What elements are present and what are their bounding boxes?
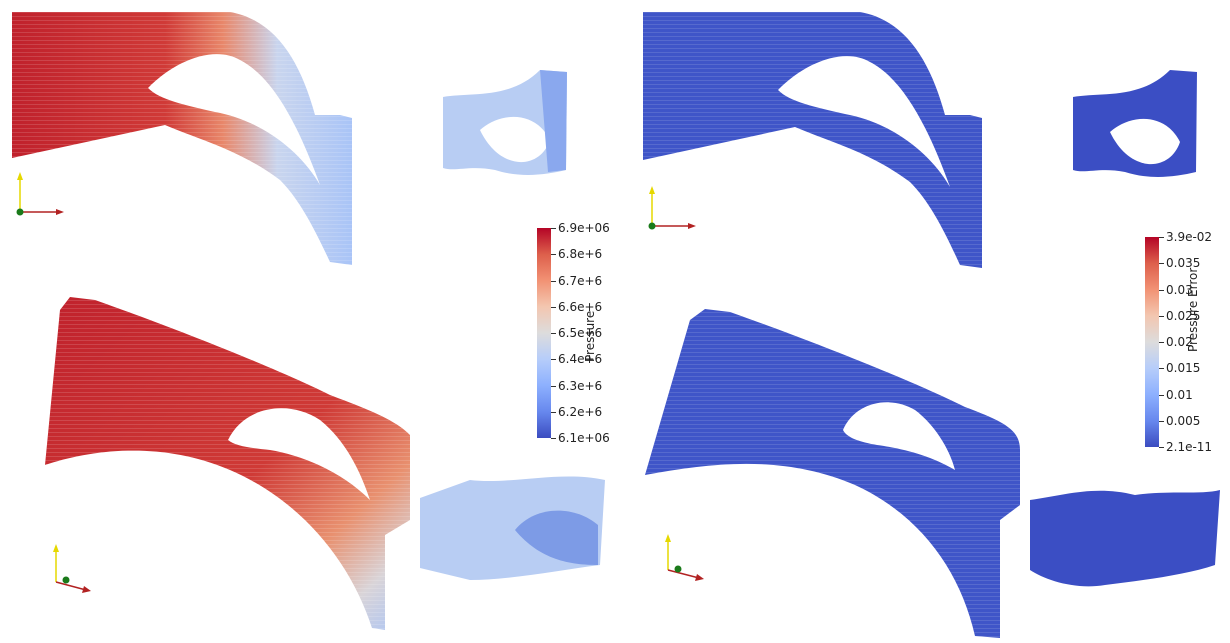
pressure-side-view-top bbox=[443, 70, 567, 175]
pressure-passage-3d bbox=[45, 297, 605, 630]
colorbar-tick bbox=[551, 254, 556, 256]
pressure-error-passage-2d bbox=[643, 12, 982, 268]
pressure-error-side-view-top bbox=[1073, 70, 1197, 177]
colorbar-tick bbox=[551, 280, 556, 282]
colorbar-tick bbox=[551, 333, 556, 334]
pressure-passage-2d bbox=[12, 12, 352, 265]
colorbar-tick-label: 6.3e+6 bbox=[558, 378, 603, 393]
colorbar-tick bbox=[1159, 342, 1164, 343]
colorbar-tick-label: 0.02 bbox=[1166, 335, 1193, 349]
colorbar-tick bbox=[1159, 289, 1164, 291]
pressure-viewport[interactable]: 6.9e+06 6.8e+6 6.7e+6 6.6e+6 6.5e+6 6.4e+6 6.3… bbox=[0, 0, 615, 643]
colorbar-tick bbox=[551, 306, 556, 308]
colorbar-tick-label: 6.6e+6 bbox=[558, 299, 603, 314]
colorbar-tick bbox=[551, 438, 556, 439]
colorbar-tick-label: 6.9e+06 bbox=[558, 221, 610, 235]
pressure-colorbar bbox=[537, 228, 551, 438]
colorbar-tick bbox=[1159, 420, 1164, 422]
colorbar-tick-label: 6.2e+6 bbox=[558, 404, 603, 419]
colorbar-tick-label: 0.01 bbox=[1166, 387, 1193, 402]
colorbar-tick bbox=[551, 359, 556, 361]
orientation-axes-top bbox=[16, 172, 64, 216]
pressure-error-colorbar bbox=[1145, 237, 1159, 447]
colorbar-tick bbox=[1159, 263, 1164, 265]
pressure-error-viewport[interactable]: 3.9e-02 0.035 0.03 0.025 0.02 0.015 0.01 0.005 2… bbox=[615, 0, 1230, 643]
colorbar-tick bbox=[551, 385, 556, 387]
colorbar-tick-label: 2.1e-11 bbox=[1166, 440, 1213, 454]
colorbar-tick-label: 3.9e-02 bbox=[1166, 230, 1213, 244]
colorbar-tick-label: 6.7e+6 bbox=[558, 273, 603, 288]
colorbar-tick-label: 0.035 bbox=[1166, 256, 1201, 271]
colorbar-tick bbox=[1159, 368, 1164, 370]
colorbar-tick bbox=[1159, 315, 1164, 317]
colorbar-tick-label: 0.03 bbox=[1166, 282, 1193, 297]
colorbar-tick-label: 0.005 bbox=[1166, 413, 1201, 428]
orientation-axes-bottom bbox=[53, 544, 91, 593]
orientation-axes-top-right bbox=[648, 186, 696, 230]
colorbar-tick-label: 6.1e+06 bbox=[558, 431, 610, 445]
colorbar-tick bbox=[1159, 447, 1164, 448]
pressure-error-passage-3d bbox=[645, 309, 1220, 638]
pressure-error-render[interactable] bbox=[615, 0, 1230, 643]
colorbar-tick-label: 6.8e+6 bbox=[558, 247, 603, 262]
pressure-error-colorbar-title: Pressure Error bbox=[1186, 267, 1200, 352]
colorbar-tick bbox=[551, 411, 556, 413]
colorbar-tick-label: 0.015 bbox=[1166, 361, 1201, 376]
colorbar-tick bbox=[1159, 237, 1164, 238]
colorbar-tick bbox=[1159, 394, 1164, 396]
pressure-render[interactable] bbox=[0, 0, 615, 643]
colorbar-tick-label: 0.025 bbox=[1166, 308, 1201, 323]
colorbar-tick-label: 6.5e+6 bbox=[558, 326, 603, 340]
orientation-axes-bottom-right bbox=[665, 534, 704, 581]
colorbar-tick bbox=[551, 228, 556, 229]
pressure-colorbar-title: Pressure bbox=[583, 310, 597, 362]
colorbar-tick-label: 6.4e+6 bbox=[558, 352, 603, 367]
